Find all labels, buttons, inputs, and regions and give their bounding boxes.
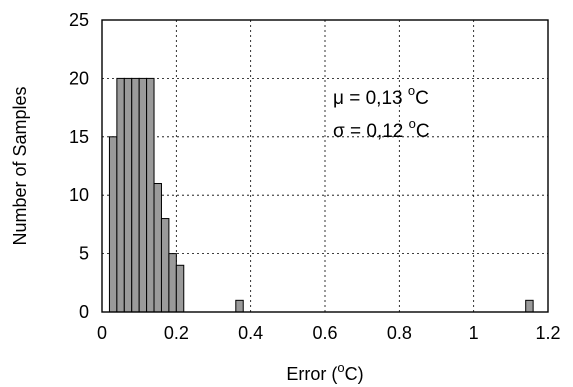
x-axis-title-degree: o	[337, 360, 344, 375]
y-axis-title: Number of Samples	[10, 86, 30, 245]
x-axis-title: Error (oC)	[286, 360, 363, 384]
y-tick-label: 0	[79, 302, 89, 322]
histogram-bar	[175, 264, 185, 313]
histogram-bar	[168, 253, 177, 313]
histogram-bar	[108, 136, 118, 313]
histogram-bar	[153, 183, 162, 313]
histogram-bar	[235, 299, 244, 313]
y-tick-label: 20	[69, 68, 89, 88]
mean-annotation-text: μ = 0,13	[333, 88, 408, 109]
y-tick-label: 5	[79, 244, 89, 264]
sigma-annotation-unit: C	[416, 121, 430, 142]
x-tick-label: 1	[469, 323, 479, 343]
sigma-annotation: σ = 0,12 oC	[333, 116, 430, 142]
mean-annotation-degree: o	[408, 83, 415, 98]
histogram-bar	[160, 218, 170, 313]
sigma-annotation-degree: o	[409, 116, 416, 131]
x-tick-labels: 0 0.2 0.4 0.6 0.8 1 1.2	[97, 323, 561, 343]
y-tick-label: 15	[69, 127, 89, 147]
y-tick-labels: 0 5 10 15 20 25	[69, 10, 89, 322]
mean-annotation: μ = 0,13 oC	[333, 83, 429, 109]
histogram-bar	[116, 77, 125, 313]
x-axis-title-unit: C)	[345, 364, 364, 384]
x-axis-title-text: Error (	[286, 364, 337, 384]
mean-annotation-unit: C	[415, 88, 429, 109]
histogram-bar	[123, 77, 133, 313]
sigma-annotation-text: σ = 0,12	[333, 121, 409, 142]
y-tick-label: 10	[69, 185, 89, 205]
x-tick-label: 0	[97, 323, 107, 343]
x-tick-label: 0.2	[164, 323, 189, 343]
y-tick-label: 25	[69, 10, 89, 30]
plot-frame	[101, 19, 549, 313]
x-tick-label: 0.8	[387, 323, 412, 343]
histogram-bar	[525, 299, 534, 313]
x-tick-label: 0.4	[238, 323, 263, 343]
histogram-bar	[138, 77, 148, 313]
histogram-bar	[146, 77, 155, 313]
x-tick-label: 1.2	[535, 323, 560, 343]
x-tick-label: 0.6	[312, 323, 337, 343]
histogram-bar	[131, 77, 140, 313]
grid-lines	[102, 20, 548, 312]
